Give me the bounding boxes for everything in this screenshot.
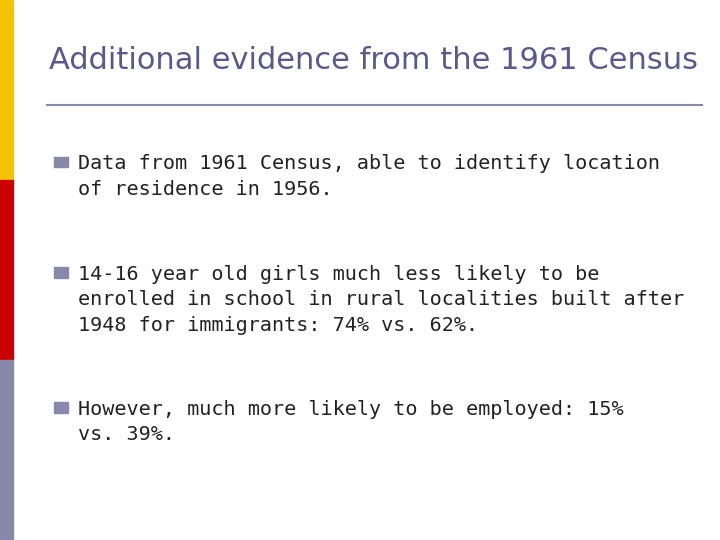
- Bar: [0, 0, 13, 180]
- Bar: [54, 402, 68, 413]
- Bar: [54, 157, 68, 167]
- Text: Additional evidence from the 1961 Census: Additional evidence from the 1961 Census: [49, 46, 698, 75]
- Bar: [0, 180, 13, 360]
- Text: Data from 1961 Census, able to identify location
of residence in 1956.: Data from 1961 Census, able to identify …: [78, 154, 660, 199]
- Bar: [54, 267, 68, 278]
- Bar: [0, 360, 13, 540]
- Text: However, much more likely to be employed: 15%
vs. 39%.: However, much more likely to be employed…: [78, 400, 624, 444]
- Text: 14-16 year old girls much less likely to be
enrolled in school in rural localiti: 14-16 year old girls much less likely to…: [78, 265, 684, 335]
